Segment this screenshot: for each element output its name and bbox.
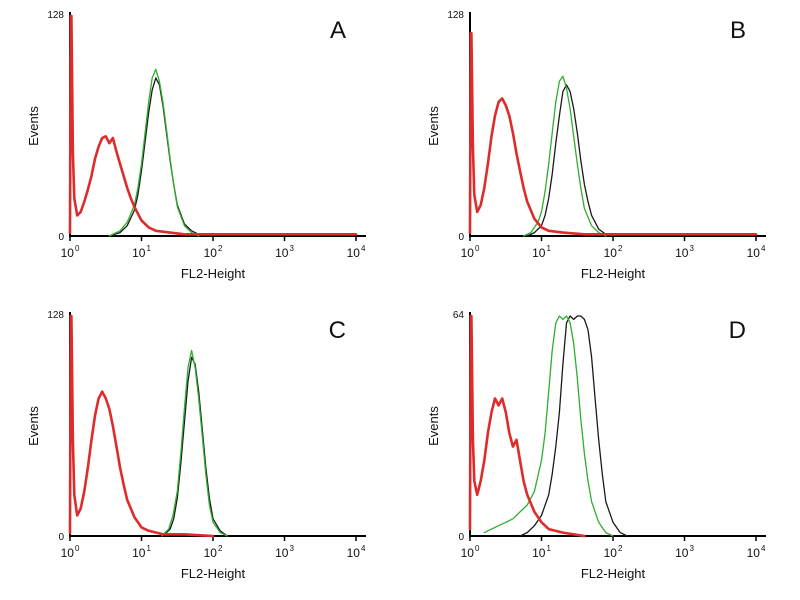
x-tick-label: 102: [604, 244, 623, 260]
y-max-label: 64: [453, 310, 465, 321]
x-tick-label: 100: [461, 244, 480, 260]
panel-letter: D: [729, 317, 746, 344]
y-axis-title: Events: [26, 106, 41, 146]
x-tick-label: 101: [532, 544, 551, 560]
y-min-label: 0: [58, 532, 64, 543]
x-tick-label: 102: [204, 544, 223, 560]
x-tick-label: 104: [347, 544, 366, 560]
series-green-overlay: [522, 75, 607, 237]
y-max-label: 128: [47, 10, 64, 21]
series-red-control: [68, 314, 215, 538]
y-axis-title: Events: [426, 406, 441, 446]
x-tick-label: 102: [604, 544, 623, 560]
panel-b: 100 101 102 103 104 128 0 Events FL2-Height B: [426, 10, 766, 281]
series-green-overlay: [160, 349, 228, 537]
y-max-label: 128: [447, 10, 464, 21]
x-tick-label: 102: [204, 244, 223, 260]
x-tick-label: 104: [747, 544, 766, 560]
x-tick-label: 101: [532, 244, 551, 260]
series-red-control: [468, 31, 758, 236]
x-tick-label: 100: [461, 544, 480, 560]
x-axis-title: FL2-Height: [181, 566, 246, 581]
series-red-control: [468, 314, 586, 538]
panel-c: 100 101 102 103 104 128 0 Events FL2-Height C: [26, 310, 366, 581]
panel-letter: A: [330, 17, 346, 44]
y-axis-title: Events: [426, 106, 441, 146]
series-black-overlay: [162, 356, 228, 537]
series-green-overlay: [108, 68, 200, 237]
x-tick-label: 100: [61, 544, 80, 560]
panel-d: 100 101 102 103 104 64 0 Events FL2-Height D: [426, 310, 766, 581]
series-black-overlay: [108, 77, 214, 237]
series-black-overlay: [526, 84, 614, 237]
x-axis-title: FL2-Height: [581, 566, 646, 581]
panel-a: 100 101 102 103 104 128 0 Events FL2-Height A: [26, 10, 366, 281]
series-green-overlay: [483, 315, 614, 537]
x-tick-label: 101: [132, 544, 151, 560]
y-min-label: 0: [58, 232, 64, 243]
y-min-label: 0: [458, 532, 464, 543]
x-axis-title: FL2-Height: [181, 266, 246, 281]
panel-letter: B: [730, 17, 746, 44]
x-tick-label: 104: [747, 244, 766, 260]
x-tick-label: 103: [275, 544, 294, 560]
series-red-control: [68, 14, 358, 236]
x-tick-label: 103: [675, 544, 694, 560]
x-tick-label: 100: [61, 244, 80, 260]
panel-letter: C: [329, 317, 346, 344]
x-tick-label: 103: [275, 244, 294, 260]
x-tick-label: 101: [132, 244, 151, 260]
y-max-label: 128: [47, 310, 64, 321]
x-axis-title: FL2-Height: [581, 266, 646, 281]
x-tick-label: 104: [347, 244, 366, 260]
series-black-overlay: [519, 315, 628, 537]
x-tick-label: 103: [675, 244, 694, 260]
y-min-label: 0: [458, 232, 464, 243]
y-axis-title: Events: [26, 406, 41, 446]
